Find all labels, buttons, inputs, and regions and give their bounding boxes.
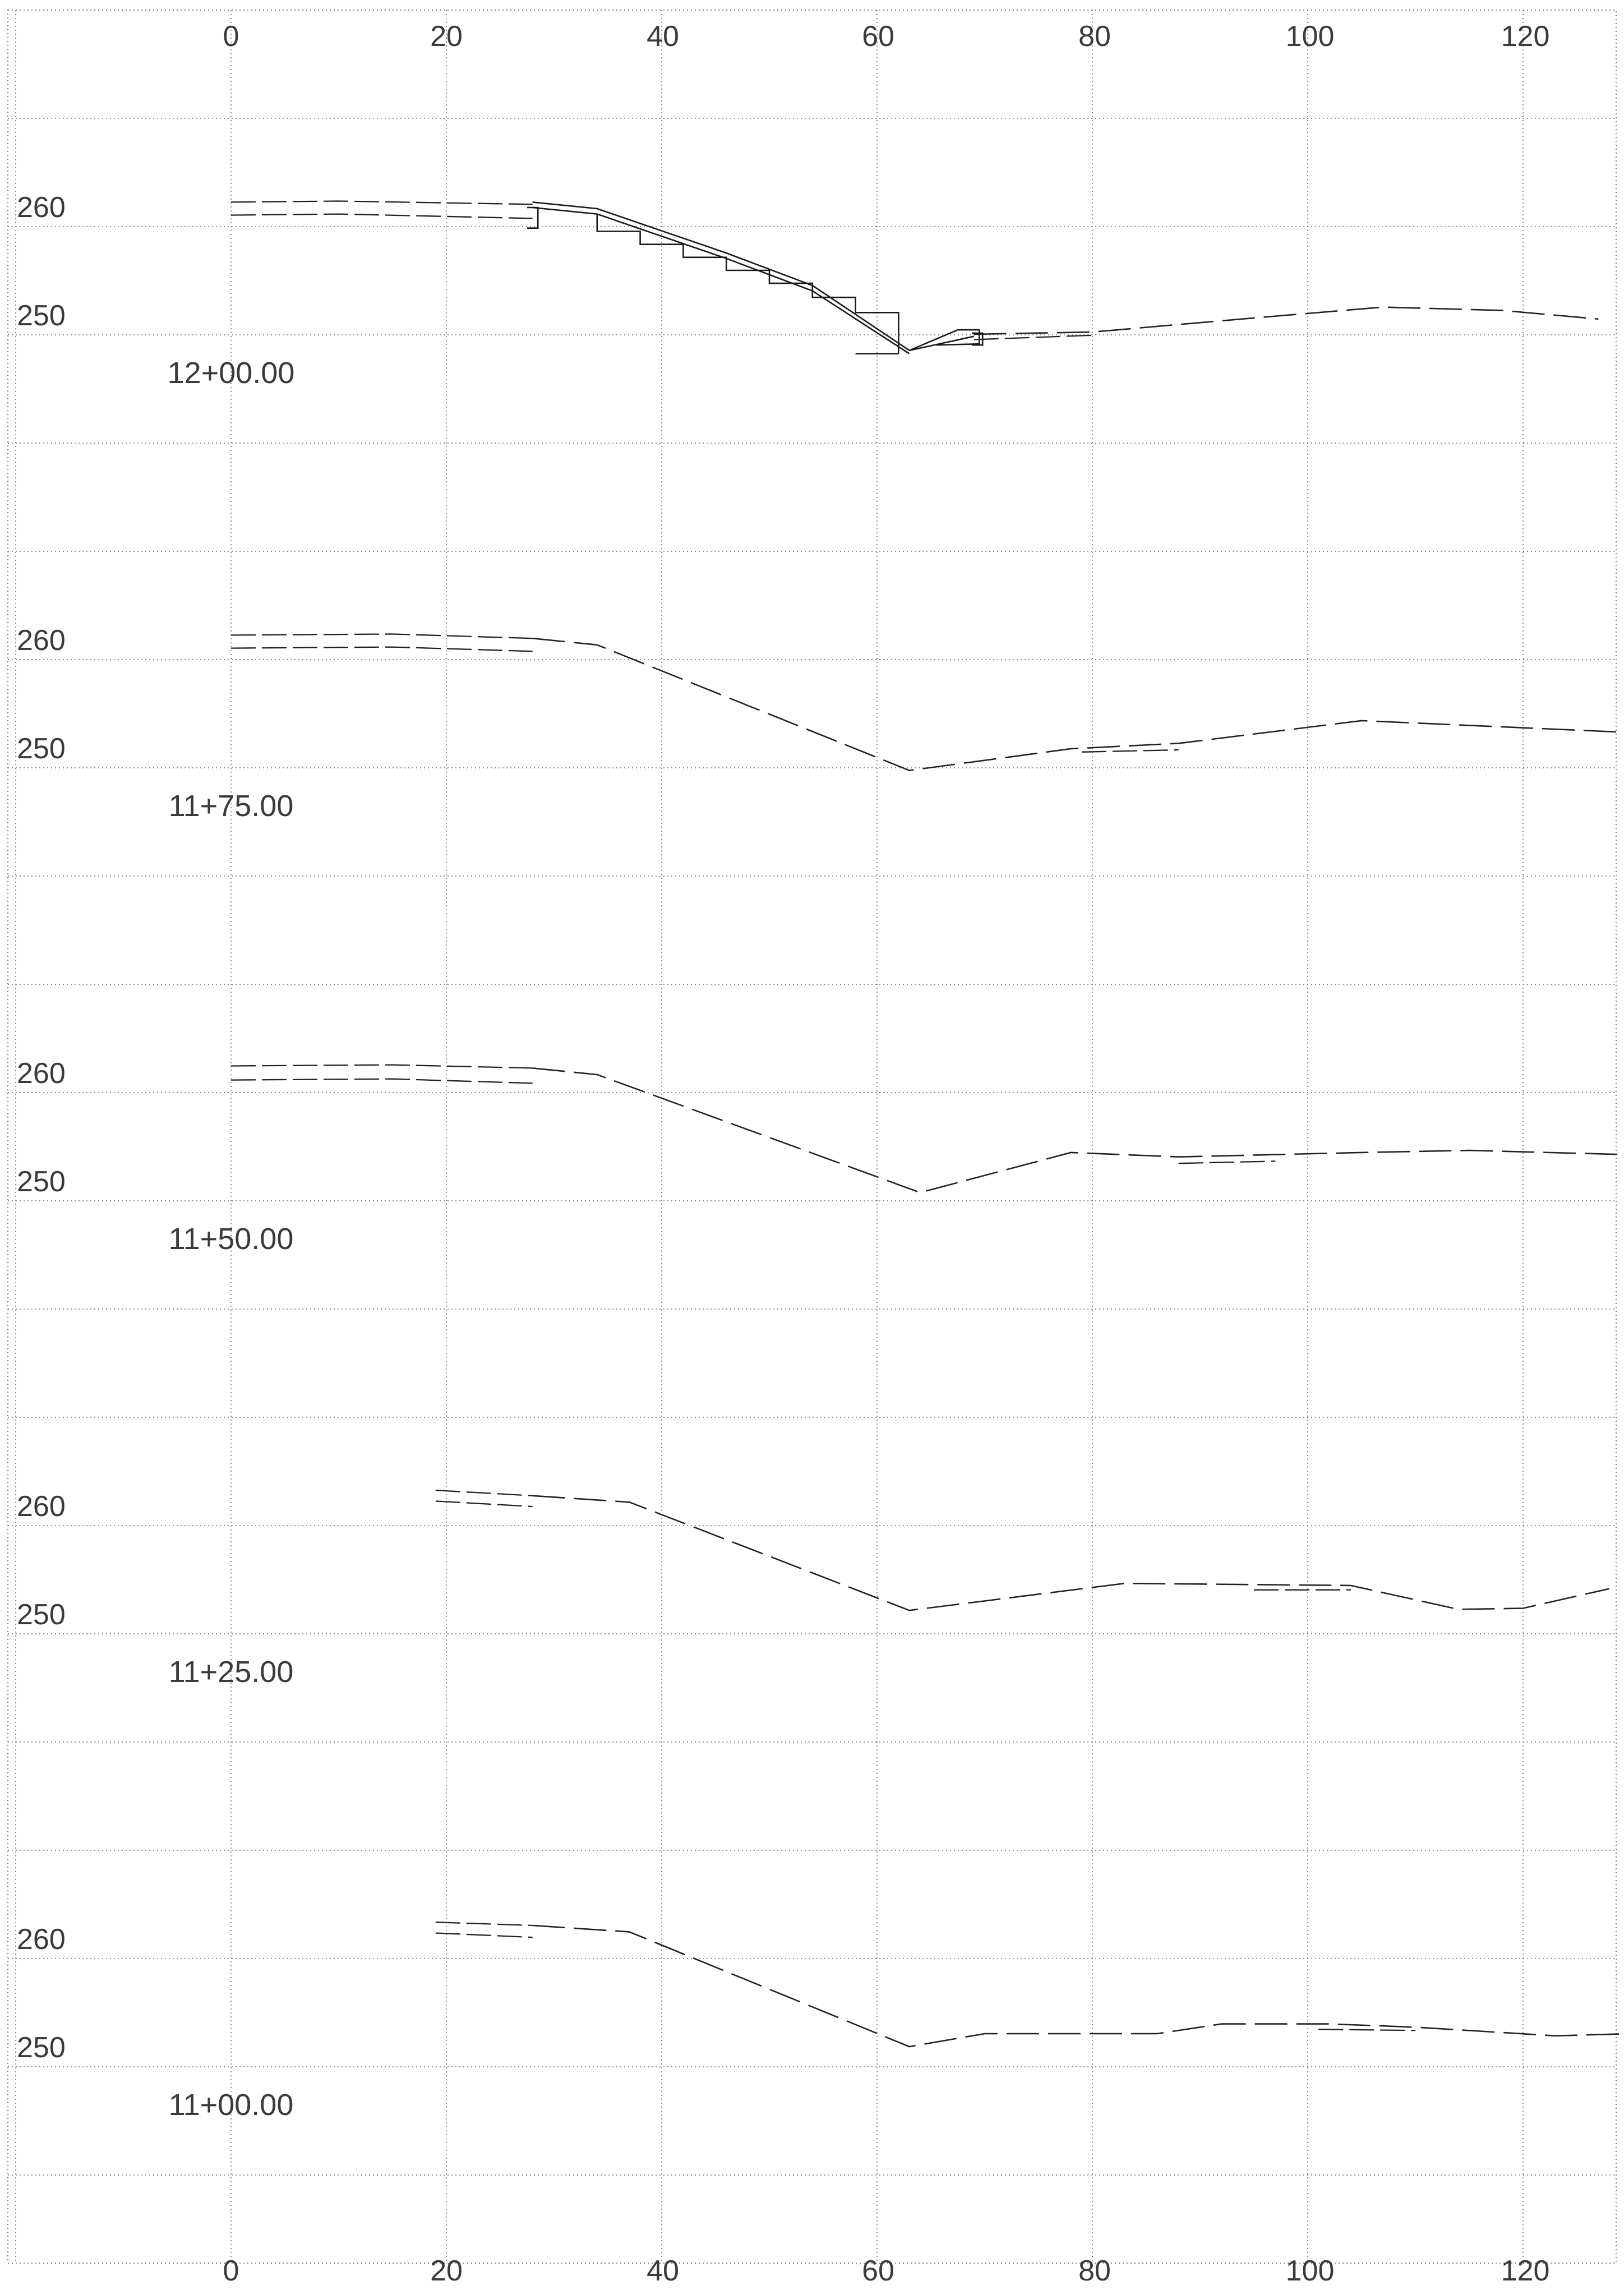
top-axis-label-80: 80	[1078, 20, 1111, 53]
channel-design-line	[532, 201, 910, 351]
top-axis-label-100: 100	[1286, 20, 1335, 53]
cross-section-112500: 260 250 11+25.00	[17, 1489, 1609, 1689]
dotted-grid	[7, 10, 1617, 2264]
elevation-label-260: 260	[17, 1057, 66, 1090]
road-edge-line	[230, 200, 533, 205]
road-edge-line	[435, 1922, 533, 1927]
road-edge-line	[230, 1064, 533, 1069]
ditch-line	[1081, 749, 1179, 753]
cross-sections: 260 250 12+00.00 260 250 11+75.00 260 250 11+50.…	[17, 191, 1624, 2122]
top-axis-label-120: 120	[1501, 20, 1550, 53]
road-edge-line	[230, 1078, 533, 1084]
cross-section-115000: 260 250 11+50.00	[17, 1057, 1624, 1256]
bottom-axis-label-0: 0	[223, 2255, 239, 2287]
elevation-label-260: 260	[17, 191, 66, 224]
bottom-axis-label-80: 80	[1078, 2255, 1111, 2287]
elevation-label-250: 250	[17, 2031, 66, 2064]
sheet-border	[7, 10, 1617, 2264]
channel-design-line	[909, 335, 975, 352]
elevation-label-250: 250	[17, 1598, 66, 1631]
station-label: 11+00.00	[169, 2088, 294, 2122]
station-label: 11+25.00	[169, 1655, 294, 1689]
road-edge-line	[435, 1489, 533, 1496]
road-edge-line	[230, 633, 533, 639]
elevation-label-250: 250	[17, 300, 66, 332]
bottom-axis-label-20: 20	[430, 2255, 463, 2287]
road-edge-line	[230, 646, 533, 652]
ditch-line	[1178, 1160, 1276, 1164]
top-axis-label-0: 0	[223, 20, 239, 53]
ground-profile-line	[532, 637, 1624, 772]
cross-section-110000: 260 250 11+00.00	[17, 1922, 1624, 2122]
bottom-offset-axis: 0 20 40 60 80 100 120	[223, 2255, 1550, 2287]
channel-design-line	[972, 332, 984, 346]
road-edge-line	[435, 1932, 533, 1938]
road-edge-line	[435, 1500, 533, 1508]
ground-profile-line	[532, 1067, 1624, 1194]
elevation-label-260: 260	[17, 1923, 66, 1956]
cross-section-120000: 260 250 12+00.00	[17, 191, 1599, 390]
top-axis-label-20: 20	[430, 20, 463, 53]
top-axis-label-40: 40	[647, 20, 679, 53]
ditch-line	[974, 334, 1093, 340]
top-offset-axis: 0 20 40 60 80 100 120	[223, 20, 1550, 53]
elevation-label-260: 260	[17, 624, 66, 657]
channel-design-line	[596, 214, 899, 354]
bottom-axis-label-40: 40	[647, 2255, 679, 2287]
bottom-axis-label-100: 100	[1286, 2255, 1335, 2287]
ground-profile-line	[532, 1924, 1624, 2048]
ground-profile-line	[974, 306, 1599, 335]
ground-profile-line	[532, 1495, 1609, 1611]
station-label: 11+50.00	[169, 1222, 294, 1256]
station-label: 11+75.00	[169, 789, 294, 823]
road-edge-line	[230, 213, 533, 219]
elevation-label-260: 260	[17, 1490, 66, 1523]
elevation-label-250: 250	[17, 1165, 66, 1198]
elevation-label-250: 250	[17, 732, 66, 765]
cross-section-117500: 260 250 11+75.00	[17, 624, 1624, 823]
bottom-axis-label-60: 60	[862, 2255, 894, 2287]
bottom-axis-label-120: 120	[1501, 2255, 1550, 2287]
station-label: 12+00.00	[168, 356, 295, 390]
top-axis-label-60: 60	[862, 20, 894, 53]
channel-design-line	[909, 329, 980, 351]
channel-design-line	[532, 206, 910, 354]
channel-design-line	[527, 206, 539, 229]
ditch-line	[1318, 2029, 1416, 2031]
